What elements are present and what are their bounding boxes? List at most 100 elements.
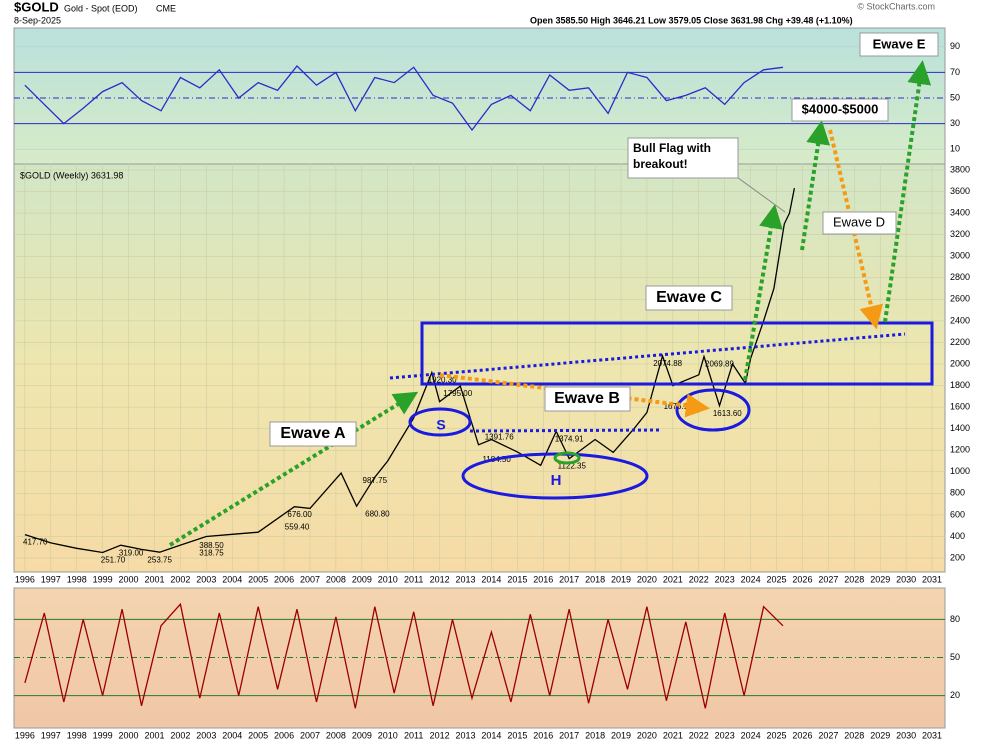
x-tick-label: 1998 (67, 730, 87, 740)
x-tick-label: 2018 (585, 730, 605, 740)
y-tick-label: 1400 (950, 423, 970, 433)
x-tick-label: 2031 (922, 574, 942, 584)
price-label: 2069.89 (705, 360, 734, 369)
y-tick-label: 200 (950, 552, 965, 562)
x-tick-label: 2015 (507, 730, 527, 740)
x-tick-label: 2020 (637, 574, 657, 584)
x-tick-label: 2013 (455, 574, 475, 584)
label-box (627, 137, 739, 179)
exchange: CME (156, 3, 176, 13)
price-label: 1920.30 (428, 376, 457, 385)
annotation: Ewave C (656, 289, 722, 306)
price-label: 388.50 (199, 541, 224, 550)
ellipse (553, 451, 581, 465)
x-tick-label: 2008 (326, 574, 346, 584)
x-tick-label: 2025 (767, 574, 787, 584)
x-tick-label: 2026 (792, 730, 812, 740)
x-tick-label: 2016 (533, 730, 553, 740)
series-line (24, 65, 784, 132)
x-tick-label: 1999 (93, 574, 113, 584)
y-tick-label: 3000 (950, 251, 970, 261)
x-tick-label: 2010 (378, 574, 398, 584)
price-label: 1391.76 (485, 433, 514, 442)
annotation: H (551, 472, 562, 489)
x-tick-label: 2021 (663, 574, 683, 584)
x-tick-label: 2006 (274, 730, 294, 740)
x-tick-label: 2024 (741, 574, 761, 584)
x-tick-label: 2004 (222, 730, 242, 740)
x-tick-label: 2030 (896, 574, 916, 584)
x-tick-label: 2018 (585, 574, 605, 584)
x-tick-label: 2001 (144, 574, 164, 584)
x-tick-label: 2028 (844, 730, 864, 740)
x-tick-label: 2024 (741, 730, 761, 740)
x-tick-label: 2001 (144, 730, 164, 740)
x-tick-label: 2030 (896, 730, 916, 740)
x-tick-label: 2005 (248, 730, 268, 740)
annotations (168, 32, 939, 547)
x-tick-label: 2015 (507, 574, 527, 584)
trend-line (389, 332, 906, 380)
x-tick-label: 2000 (119, 574, 139, 584)
price-label: 253.75 (147, 555, 172, 564)
y-tick-label: 2200 (950, 337, 970, 347)
y-tick-label: 1200 (950, 445, 970, 455)
x-tick-label: 2010 (378, 730, 398, 740)
label-box (791, 98, 889, 122)
rsi-panel (13, 27, 946, 165)
x-tick-label: 1997 (41, 574, 61, 584)
y-tick-label: 3400 (950, 207, 970, 217)
y-tick-label: 70 (950, 67, 960, 77)
y-tick-label: 2600 (950, 294, 970, 304)
y-tick-label: 30 (950, 118, 960, 128)
x-tick-label: 2007 (300, 730, 320, 740)
y-tick-label: 1000 (950, 466, 970, 476)
y-tick-label: 3200 (950, 229, 970, 239)
x-tick-label: 2012 (430, 730, 450, 740)
series-line (24, 602, 784, 709)
x-tick-label: 1997 (41, 730, 61, 740)
annotation: Bull Flag with (633, 141, 711, 155)
y-tick-label: 20 (950, 690, 960, 700)
x-tick-label: 2023 (715, 574, 735, 584)
x-tick-label: 2025 (767, 730, 787, 740)
x-tick-label: 2019 (611, 730, 631, 740)
ellipse (408, 407, 472, 437)
annotation: $4000-$5000 (802, 101, 879, 116)
x-tick-label: 2028 (844, 574, 864, 584)
x-tick-label: 2029 (870, 574, 890, 584)
annotation: breakout! (633, 157, 688, 171)
x-tick-label: 2012 (430, 574, 450, 584)
neckline (469, 428, 663, 433)
annotation: Ewave B (554, 390, 620, 407)
x-tick-label: 1996 (15, 730, 35, 740)
y-tick-label: 2800 (950, 272, 970, 282)
x-tick-label: 2004 (222, 574, 242, 584)
name: Gold - Spot (EOD) (64, 3, 138, 13)
price-label: 676.00 (287, 510, 312, 519)
label-box (822, 211, 897, 235)
x-tick-label: 2008 (326, 730, 346, 740)
y-tick-label: 80 (950, 614, 960, 624)
y-tick-label: 50 (950, 652, 960, 662)
x-tick-label: 2002 (170, 574, 190, 584)
price-label: 318.75 (199, 548, 224, 557)
x-tick-label: 2013 (455, 730, 475, 740)
y-tick-label: 2400 (950, 315, 970, 325)
price-title: $GOLD (Weekly) 3631.98 (20, 170, 123, 180)
ohlc: Open 3585.50 High 3646.21 Low 3579.05 Cl… (530, 15, 853, 25)
price-label: 2074.88 (653, 359, 682, 368)
y-tick-label: 600 (950, 509, 965, 519)
annotation: Ewave A (280, 425, 346, 442)
x-tick-label: 2017 (559, 574, 579, 584)
x-tick-label: 2020 (637, 730, 657, 740)
ellipse (675, 388, 751, 432)
x-tick-label: 1996 (15, 574, 35, 584)
x-tick-label: 2014 (481, 574, 501, 584)
label-box (645, 285, 733, 311)
y-tick-label: 3800 (950, 164, 970, 174)
credit: © StockCharts.com (857, 1, 935, 11)
price-label: 319.00 (119, 548, 144, 557)
date: 8-Sep-2025 (14, 15, 61, 25)
x-tick-label: 2007 (300, 574, 320, 584)
